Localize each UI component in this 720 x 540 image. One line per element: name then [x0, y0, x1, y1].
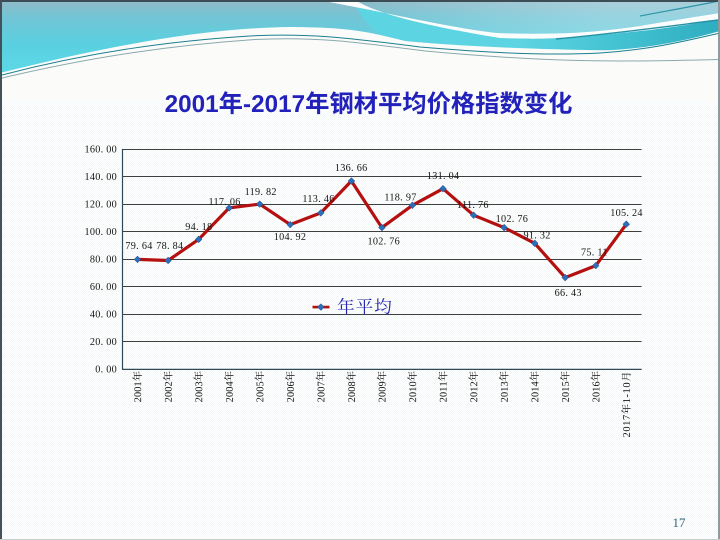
svg-text:91. 32: 91. 32	[524, 230, 551, 241]
svg-text:160. 00: 160. 00	[84, 145, 117, 156]
svg-text:118. 97: 118. 97	[384, 192, 416, 203]
svg-text:0. 00: 0. 00	[95, 365, 117, 376]
svg-text:119. 82: 119. 82	[245, 187, 277, 198]
svg-text:113. 46: 113. 46	[302, 194, 334, 205]
svg-text:117. 06: 117. 06	[209, 197, 241, 208]
svg-text:104. 92: 104. 92	[274, 232, 307, 243]
svg-text:102. 76: 102. 76	[368, 236, 401, 247]
svg-text:120. 00: 120. 00	[84, 200, 117, 211]
svg-text:100. 00: 100. 00	[84, 227, 117, 238]
svg-text:66. 43: 66. 43	[555, 288, 582, 299]
svg-text:17: 17	[673, 516, 686, 530]
svg-text:78. 84: 78. 84	[156, 241, 183, 252]
svg-text:136. 66: 136. 66	[335, 163, 368, 174]
svg-text:40. 00: 40. 00	[90, 310, 117, 321]
svg-text:105. 24: 105. 24	[610, 208, 643, 219]
svg-text:20. 00: 20. 00	[90, 337, 117, 348]
svg-text:80. 00: 80. 00	[90, 255, 117, 266]
svg-text:102. 76: 102. 76	[496, 214, 529, 225]
svg-text:94. 18: 94. 18	[185, 222, 212, 233]
svg-text:131. 04: 131. 04	[427, 171, 460, 182]
svg-text:60. 00: 60. 00	[90, 282, 117, 293]
svg-text:79. 64: 79. 64	[125, 241, 152, 252]
svg-text:111. 76: 111. 76	[457, 200, 489, 211]
svg-text:75. 11: 75. 11	[581, 248, 608, 259]
svg-text:140. 00: 140. 00	[84, 172, 117, 183]
